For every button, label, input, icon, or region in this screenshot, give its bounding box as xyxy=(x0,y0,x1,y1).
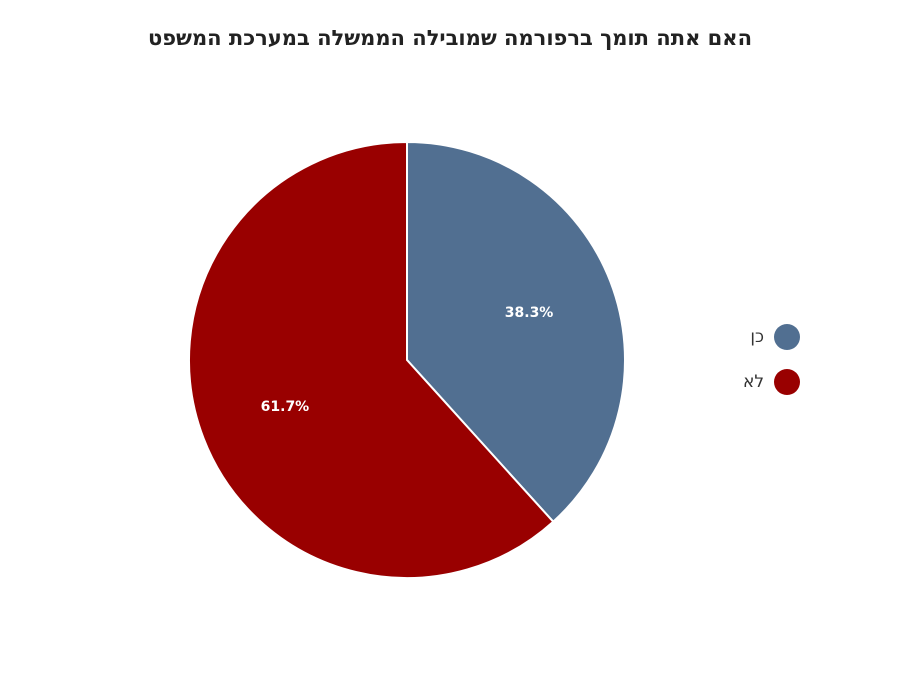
legend-item-yes[interactable]: כן xyxy=(700,322,800,352)
slice-label-no: 61.7% xyxy=(261,399,310,415)
pie-slice-yes[interactable] xyxy=(406,140,626,524)
legend-swatch-no xyxy=(774,369,800,395)
legend-swatch-yes xyxy=(774,324,800,350)
pie-slice-no[interactable] xyxy=(188,140,555,579)
legend-label: כן xyxy=(750,327,764,347)
chart-title: האם אתה תומך ברפורמה שמובילה הממשלה במער… xyxy=(147,26,753,50)
slice-label-yes: 38.3% xyxy=(505,305,554,321)
legend-item-no[interactable]: לא xyxy=(700,367,800,397)
legend-label: לא xyxy=(742,372,764,392)
legend: כן לא xyxy=(700,322,800,412)
